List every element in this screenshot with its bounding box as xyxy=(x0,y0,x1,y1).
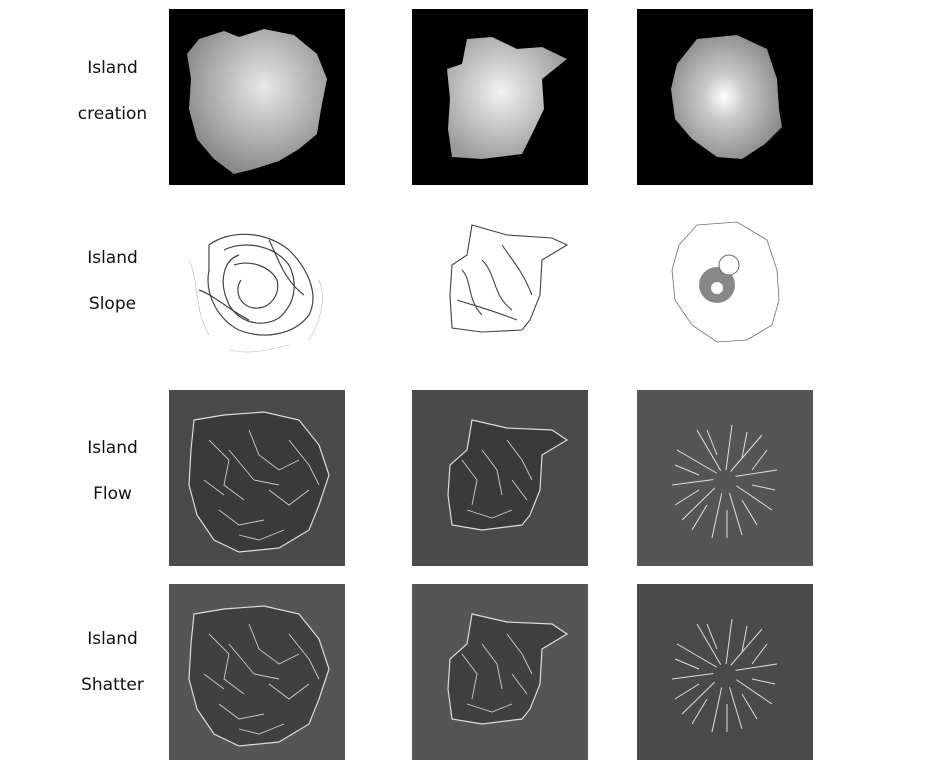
row-label-shatter: Island Shatter xyxy=(55,631,170,694)
island-slope-image-3 xyxy=(637,200,813,376)
row-label-line2: Shatter xyxy=(81,675,144,695)
island-flow-image-1 xyxy=(169,390,345,566)
row-label-line1: Island xyxy=(87,629,138,649)
row-label-line1: Island xyxy=(87,438,138,458)
island-flow-image-2 xyxy=(412,390,588,566)
island-creation-image-1 xyxy=(169,9,345,185)
row-label-flow: Island Flow xyxy=(55,440,170,503)
island-slope-image-1 xyxy=(169,200,345,376)
island-creation-image-2 xyxy=(412,9,588,185)
island-slope-image-2 xyxy=(412,200,588,376)
island-flow-image-3 xyxy=(637,390,813,566)
island-shatter-image-3 xyxy=(637,584,813,760)
island-shatter-image-1 xyxy=(169,584,345,760)
island-creation-image-3 xyxy=(637,9,813,185)
row-label-line2: Flow xyxy=(93,484,132,504)
row-label-creation: Island creation xyxy=(55,60,170,123)
row-label-line1: Island xyxy=(87,248,138,268)
row-label-line2: creation xyxy=(77,104,148,124)
row-label-line2: Slope xyxy=(88,294,137,314)
row-label-slope: Island Slope xyxy=(55,250,170,313)
row-label-line1: Island xyxy=(87,58,138,78)
island-shatter-image-2 xyxy=(412,584,588,760)
